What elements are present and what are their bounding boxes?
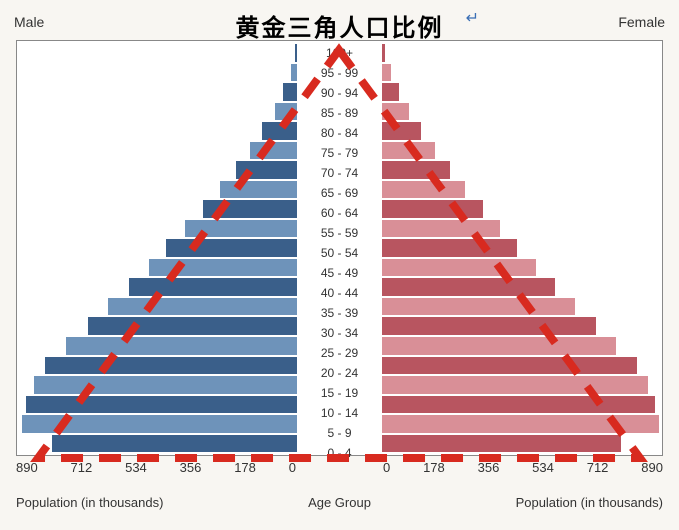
male-bar <box>66 337 297 355</box>
male-bar <box>34 376 297 394</box>
female-bar <box>382 317 596 335</box>
female-bar <box>382 259 536 277</box>
male-bar <box>236 161 297 179</box>
chart-plot-area: 100+ 95 - 99 90 - 94 85 - 89 80 - 84 75 - 79 7… <box>16 40 663 456</box>
female-bar <box>382 83 399 101</box>
female-bar <box>382 64 391 82</box>
age-group-label: 25 - 29 <box>321 344 358 362</box>
female-bar <box>382 376 648 394</box>
female-bar <box>382 357 637 375</box>
female-bar <box>382 161 450 179</box>
male-bar <box>26 396 297 414</box>
female-bar <box>382 142 435 160</box>
female-bar <box>382 103 409 121</box>
x-tick: 356 <box>180 460 202 478</box>
x-tick: 0 <box>289 460 296 478</box>
x-tick: 890 <box>16 460 38 478</box>
x-tick: 0 <box>383 460 390 478</box>
male-bar <box>149 259 297 277</box>
female-bar <box>382 396 655 414</box>
female-bar <box>382 181 465 199</box>
age-group-label: 30 - 34 <box>321 324 358 342</box>
x-tick: 178 <box>234 460 256 478</box>
male-bar <box>108 298 297 316</box>
age-group-label: 95 - 99 <box>321 64 358 82</box>
age-group-label: 60 - 64 <box>321 204 358 222</box>
male-bar <box>275 103 297 121</box>
female-bar <box>382 278 555 296</box>
x-ticks-right: 0 178 356 534 712 890 <box>383 460 663 478</box>
male-bar <box>88 317 297 335</box>
female-bar <box>382 239 517 257</box>
xaxis-label-center: Age Group <box>16 495 663 510</box>
male-bar <box>250 142 297 160</box>
age-group-label: 100+ <box>326 44 353 62</box>
male-bar <box>203 200 297 218</box>
male-bars <box>17 43 297 453</box>
age-group-label: 35 - 39 <box>321 304 358 322</box>
age-group-label: 40 - 44 <box>321 284 358 302</box>
age-group-label: 70 - 74 <box>321 164 358 182</box>
male-bar <box>262 122 297 140</box>
age-group-label: 90 - 94 <box>321 84 358 102</box>
male-bar <box>185 220 297 238</box>
female-bar <box>382 298 575 316</box>
female-bar <box>382 435 621 453</box>
x-tick: 712 <box>587 460 609 478</box>
chart-title: 黄金三角人口比例 <box>0 8 679 43</box>
x-tick: 356 <box>478 460 500 478</box>
male-bar <box>22 415 297 433</box>
x-ticks-left: 890 712 534 356 178 0 <box>16 460 296 478</box>
age-group-label: 85 - 89 <box>321 104 358 122</box>
age-group-label: 75 - 79 <box>321 144 358 162</box>
male-bar <box>283 83 297 101</box>
age-group-label: 45 - 49 <box>321 264 358 282</box>
age-group-label: 5 - 9 <box>327 424 351 442</box>
female-bar <box>382 337 616 355</box>
age-group-label: 80 - 84 <box>321 124 358 142</box>
male-bar <box>45 357 297 375</box>
male-bar <box>166 239 297 257</box>
x-axis-titles: Population (in thousands) Age Group Popu… <box>16 495 663 510</box>
x-tick: 534 <box>125 460 147 478</box>
age-group-label: 55 - 59 <box>321 224 358 242</box>
x-tick: 534 <box>532 460 554 478</box>
male-bar <box>52 435 297 453</box>
female-bar <box>382 220 500 238</box>
age-group-label: 15 - 19 <box>321 384 358 402</box>
age-group-label: 65 - 69 <box>321 184 358 202</box>
pyramid-chart-container: 黄金三角人口比例 ↵ Male Female 100+95 - 9990 - 9… <box>0 0 679 530</box>
x-tick: 890 <box>641 460 663 478</box>
age-group-label: 10 - 14 <box>321 404 358 422</box>
x-axis-ticks: 890 712 534 356 178 0 0 178 356 534 712 890 <box>16 460 663 478</box>
female-bar <box>382 44 385 62</box>
female-bar <box>382 200 483 218</box>
age-group-label: 20 - 24 <box>321 364 358 382</box>
x-tick: 712 <box>71 460 93 478</box>
male-bar <box>220 181 297 199</box>
x-tick: 178 <box>423 460 445 478</box>
female-bar <box>382 415 659 433</box>
age-group-label: 50 - 54 <box>321 244 358 262</box>
female-bar <box>382 122 421 140</box>
age-group-labels: 100+ 95 - 99 90 - 94 85 - 89 80 - 84 75 - 79 7… <box>297 43 382 453</box>
male-bar <box>129 278 297 296</box>
female-bars <box>382 43 662 453</box>
